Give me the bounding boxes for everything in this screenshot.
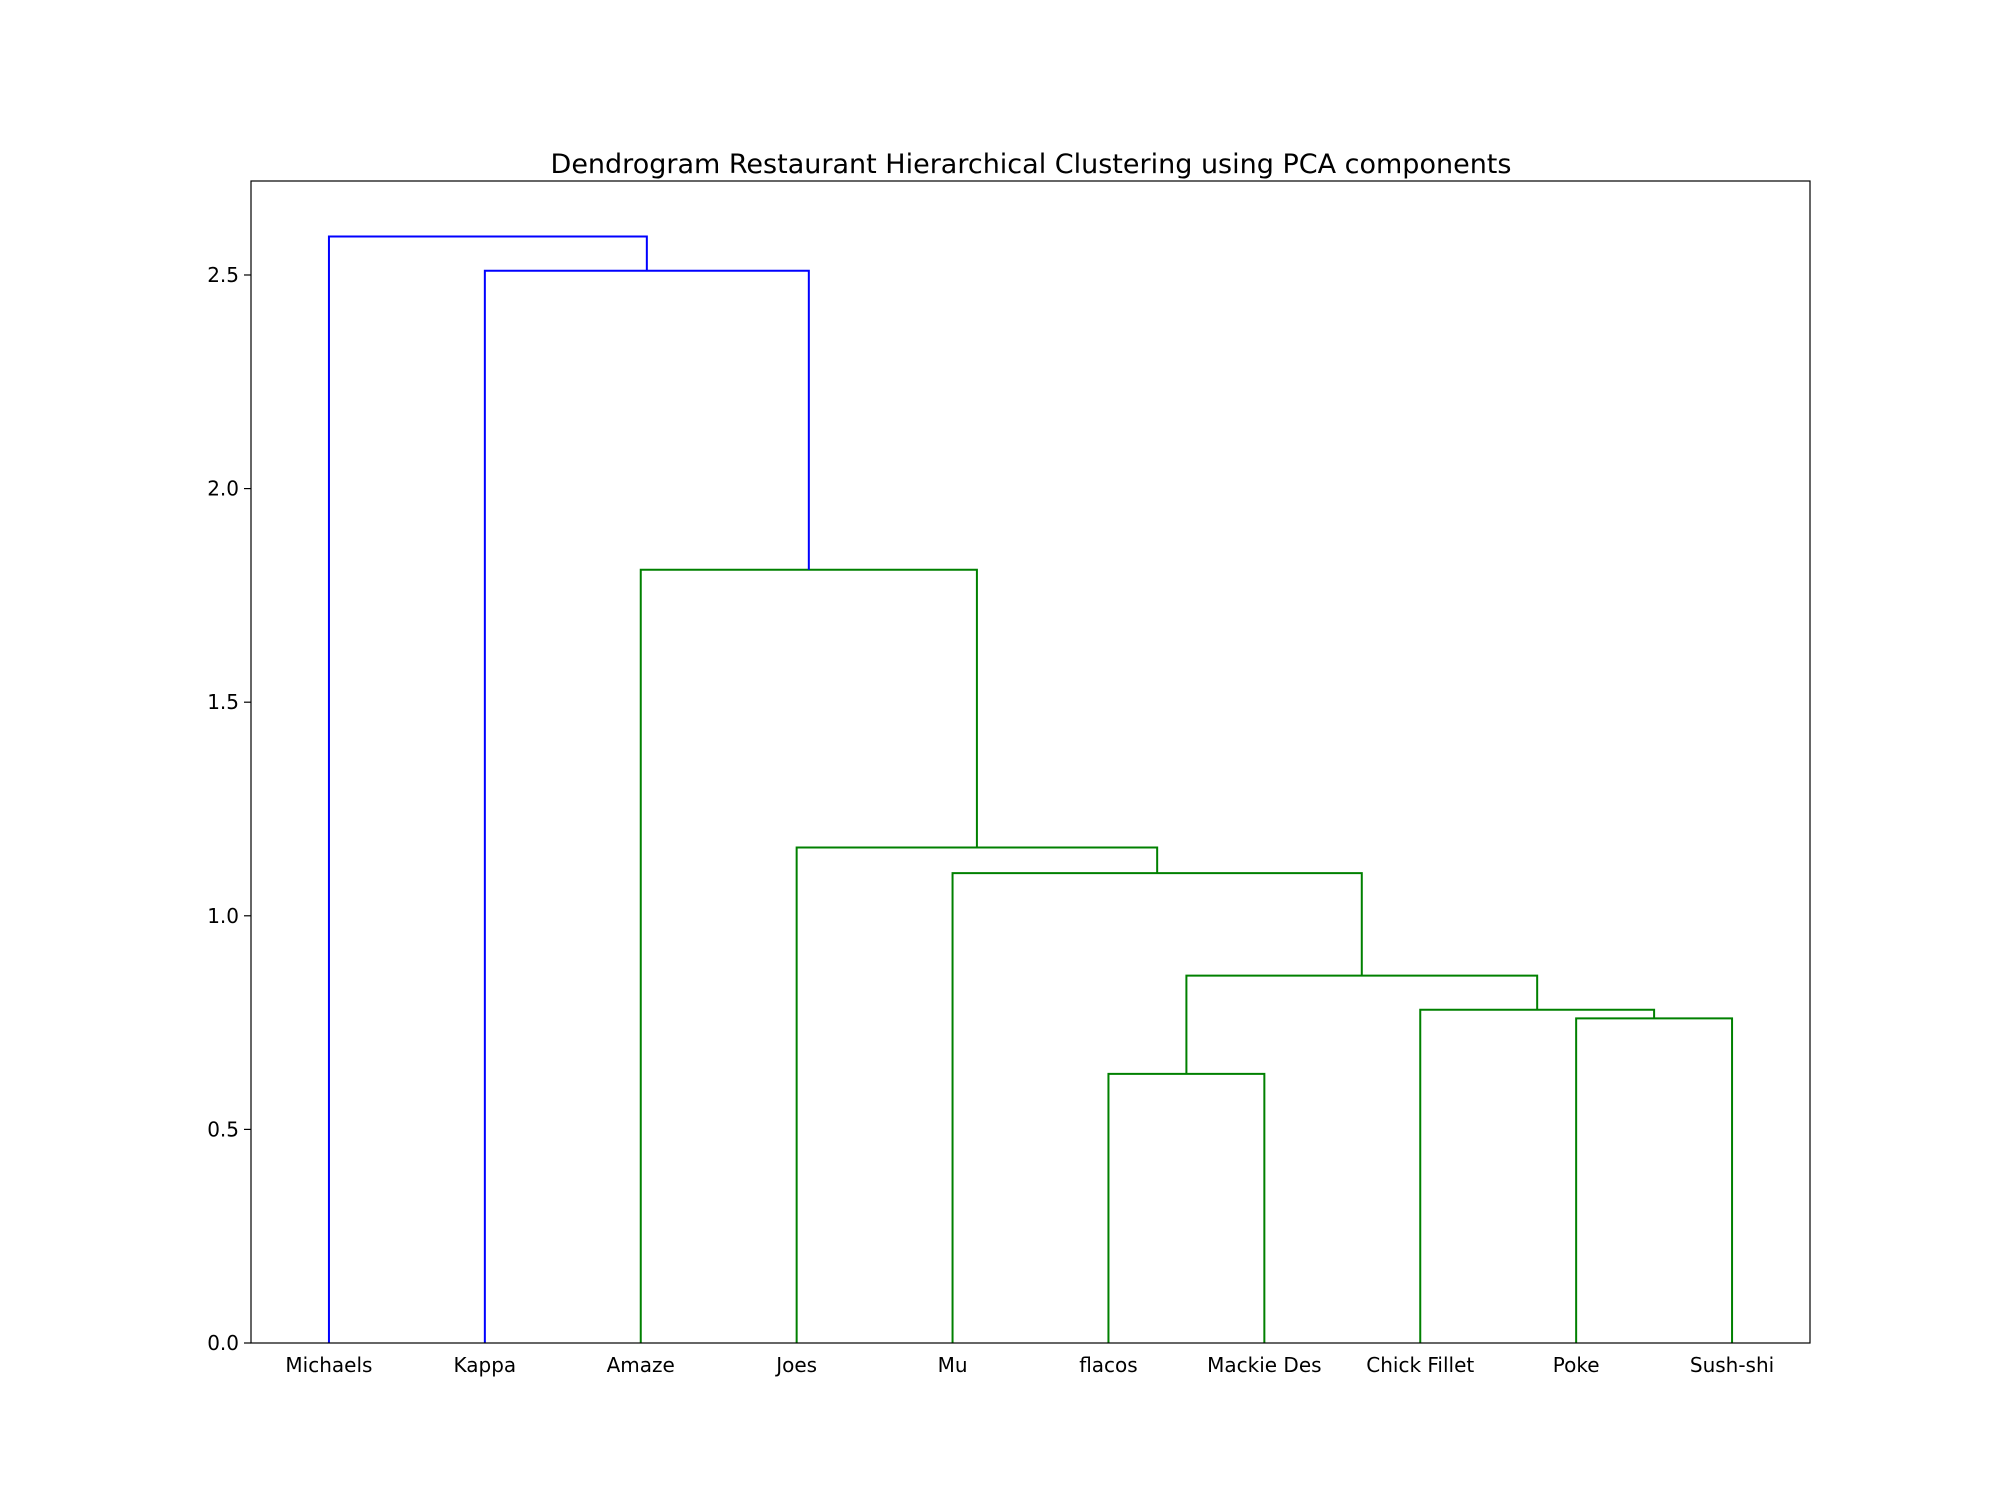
x-tick-label-4: Mu [938,1353,968,1377]
x-tick-label-6: Mackie Des [1207,1353,1321,1377]
y-tick-label-4: 2.0 [207,477,239,501]
y-tick-label-2: 1.0 [207,904,239,928]
chart-title: Dendrogram Restaurant Hierarchical Clust… [551,149,1512,180]
x-tick-label-5: flacos [1079,1353,1138,1377]
dendrogram-link-3 [1419,1008,1656,1343]
x-tick-label-3: Joes [774,1353,817,1377]
y-axis: 0.0 0.5 1.0 1.5 2.0 2.5 [207,263,251,1355]
x-tick-label-1: Kappa [454,1353,517,1377]
dendrogram-link-5 [951,872,1363,1343]
dendrogram-link-7 [639,568,978,1343]
x-tick-label-8: Poke [1553,1353,1600,1377]
dendrogram-links [327,235,1734,1343]
dendrogram-link-8 [483,269,810,1343]
x-tick-label-9: Sush-shi [1690,1353,1774,1377]
y-tick-label-3: 1.5 [207,690,239,714]
x-tick-label-7: Chick Fillet [1366,1353,1474,1377]
plot-frame [250,180,1811,1344]
x-axis: Michaels Kappa Amaze Joes Mu flacos Mackie Des… [285,1353,1774,1377]
dendrogram-link-9 [327,235,648,1343]
y-tick-label-0: 0.0 [207,1331,239,1355]
y-tick-label-1: 0.5 [207,1117,239,1141]
x-tick-label-0: Michaels [285,1353,372,1377]
x-tick-label-2: Amaze [607,1353,675,1377]
dendrogram-link-6 [795,846,1159,1343]
dendrogram-link-1 [1107,1072,1266,1343]
dendrogram-link-2 [1575,1017,1734,1343]
dendrogram-link-4 [1185,974,1539,1074]
y-tick-label-5: 2.5 [207,263,239,287]
